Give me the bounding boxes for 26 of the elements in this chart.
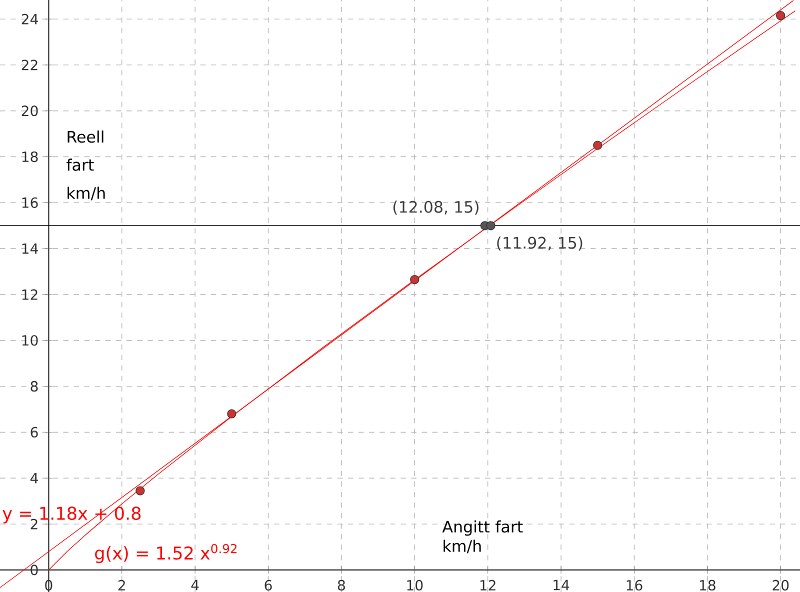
x-tick-label: 18 — [700, 580, 716, 591]
x-tick-label: 8 — [338, 580, 345, 591]
series-label: g(x) = 1.52 x$^{0.92}$ — [95, 544, 237, 564]
x-tick-label: 6 — [264, 580, 272, 591]
x-tick-label: 12 — [480, 580, 496, 590]
x-tick-label: 14 — [554, 580, 570, 590]
y-tick-label: 4 — [30, 473, 38, 484]
y-tick-label: 24 — [22, 14, 38, 24]
x-tick-label: 16 — [626, 580, 642, 591]
y-tick-label: 20 — [22, 106, 38, 116]
x-tick-label: 2 — [118, 580, 125, 590]
y-tick-label: 6 — [30, 426, 38, 438]
y-tick-label: 10 — [22, 335, 38, 346]
annotation: (11.92, 15) — [497, 236, 582, 251]
y-tick-label: 12 — [22, 289, 38, 300]
x-tick-label: 20 — [772, 580, 789, 591]
y-tick-label: 16 — [22, 197, 38, 208]
y-tick-label: 14 — [22, 243, 38, 254]
y-axis-title: Reell fart km/h — [66, 130, 105, 200]
x-tick-label: 10 — [407, 580, 423, 591]
y-tick-label: 18 — [22, 151, 38, 162]
annotation: (12.08, 15) — [393, 200, 478, 215]
x-tick-label: 4 — [191, 580, 199, 590]
y-tick-label: 8 — [30, 380, 38, 392]
x-axis-title: Angitt fart km/h — [442, 520, 523, 554]
y-tick-label: 22 — [22, 60, 38, 70]
